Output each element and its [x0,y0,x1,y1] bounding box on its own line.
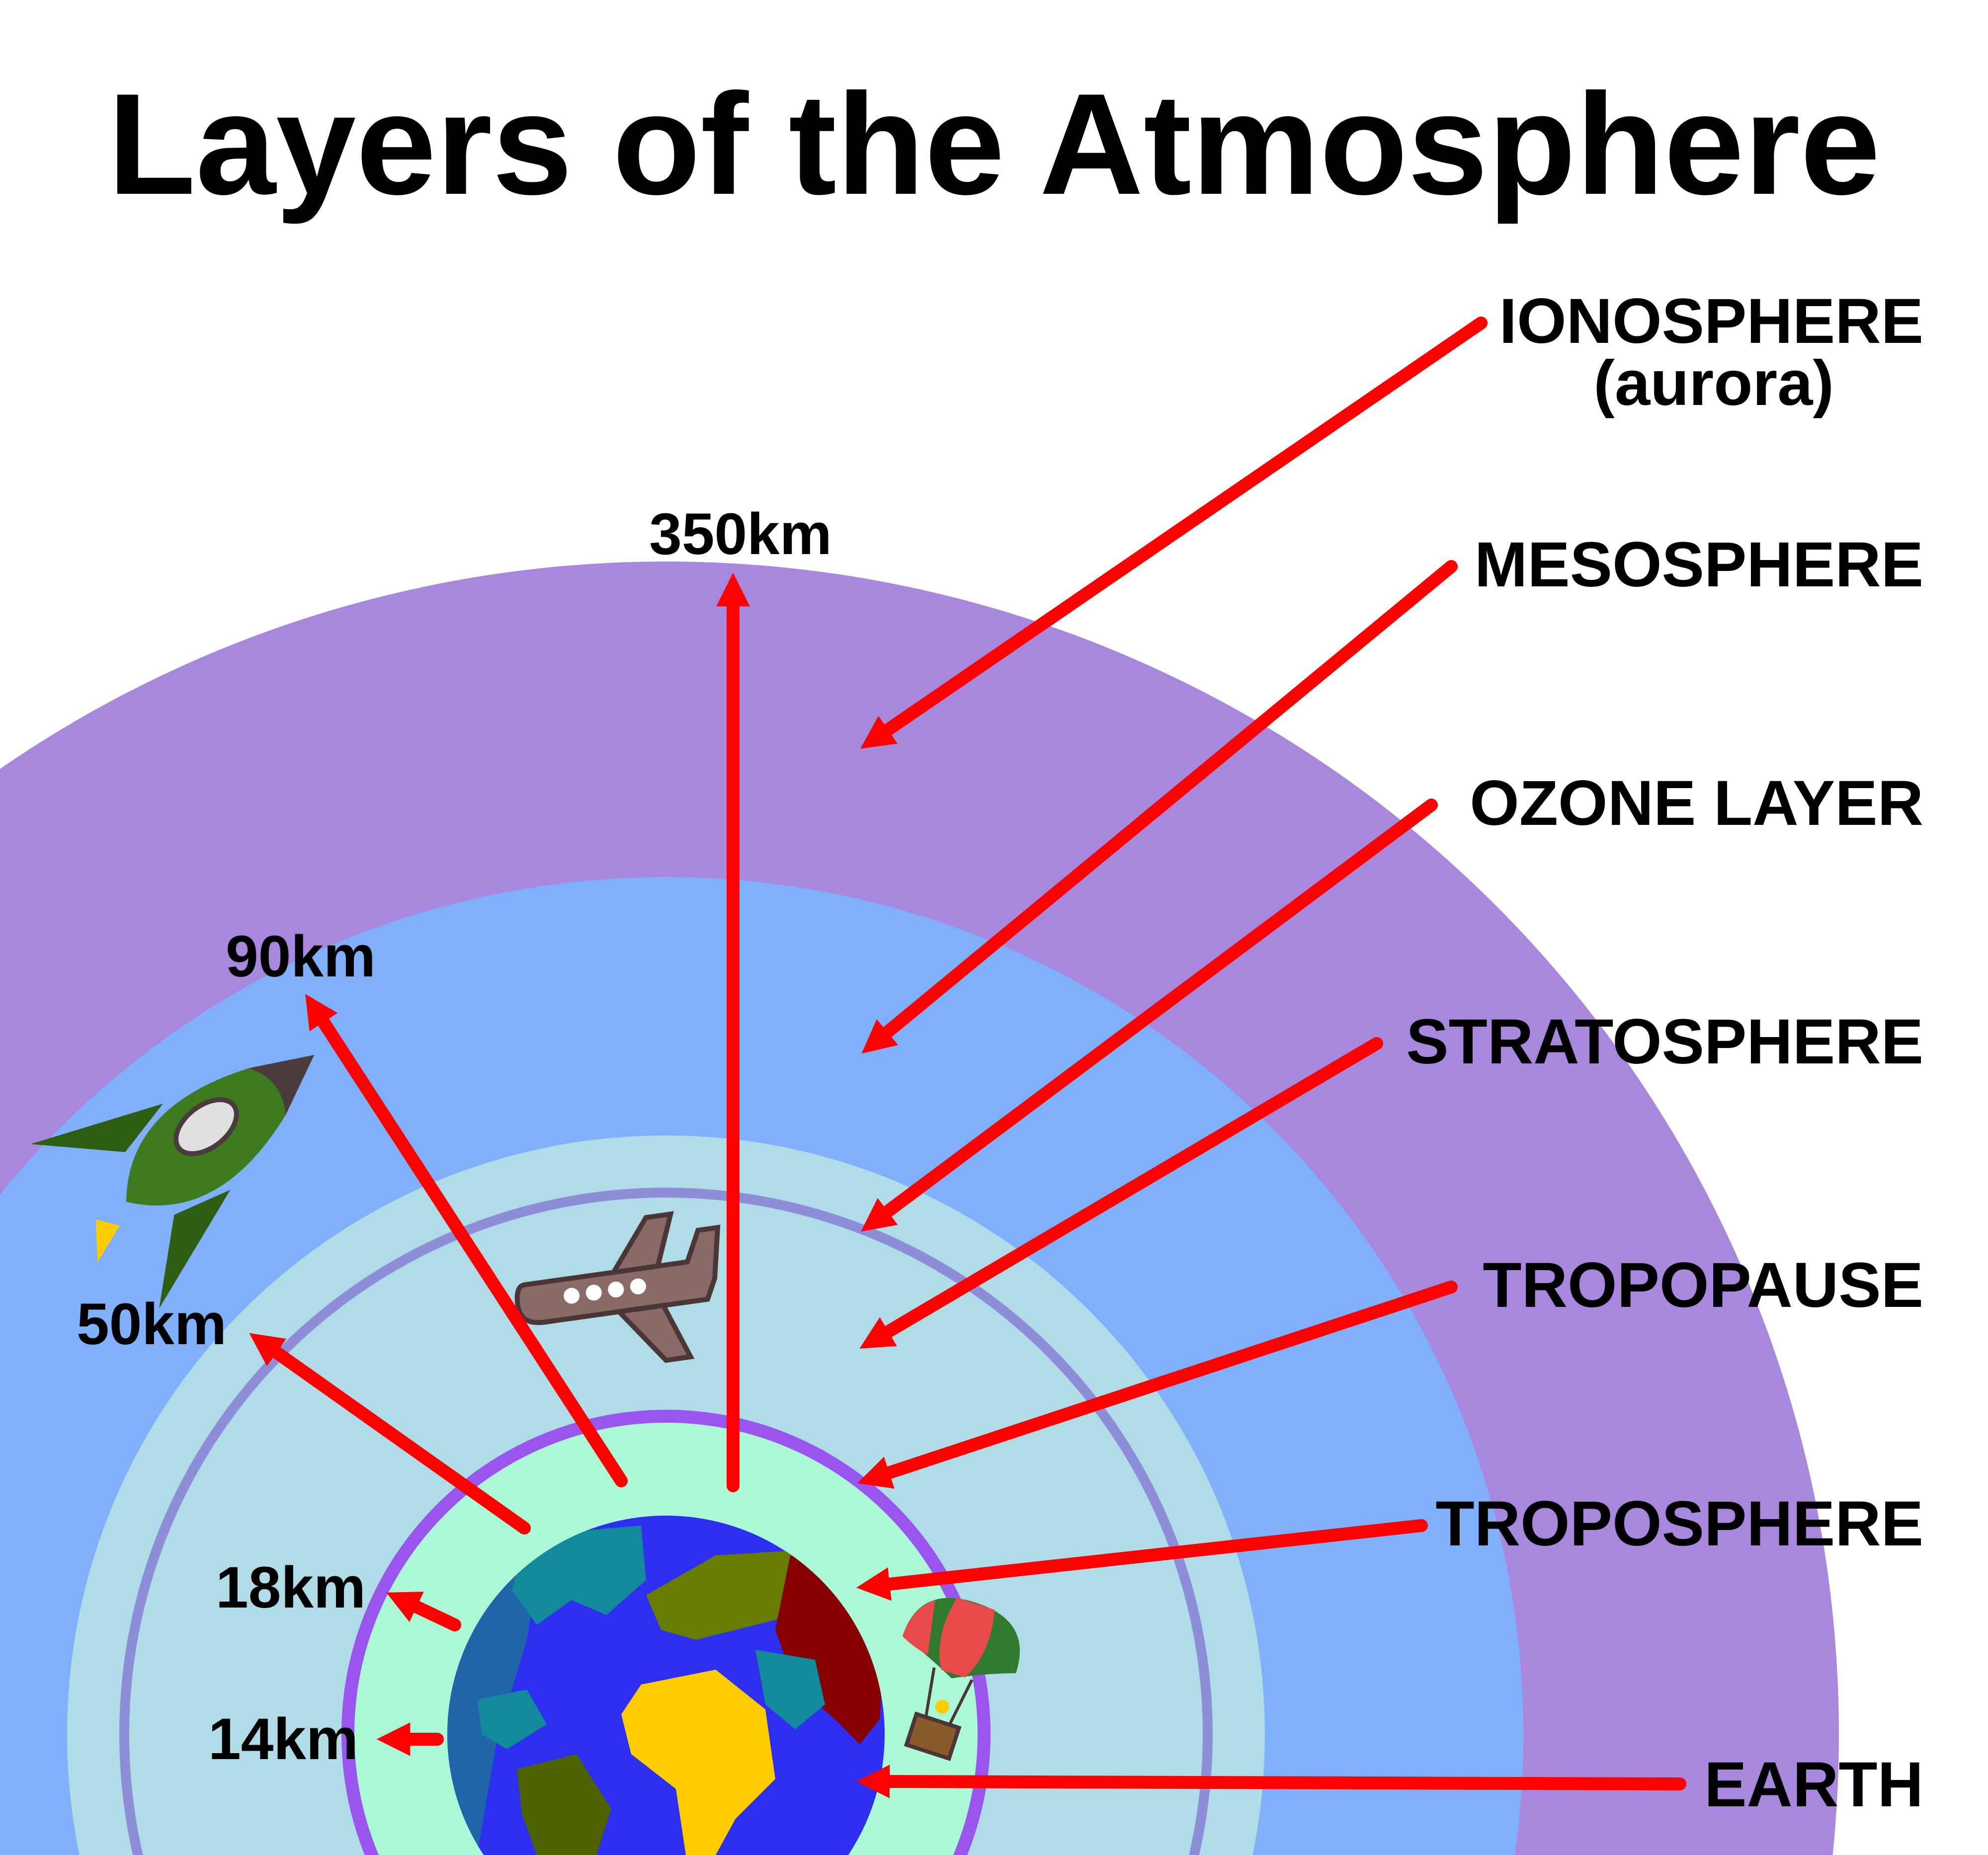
altitude-50km-label: 50km [77,1291,227,1357]
diagram-title: Layers of the Atmosphere [108,64,1881,225]
ozone-layer-arrow [861,799,1438,1232]
mesosphere-label: MESOSPHERE [1475,529,1923,600]
hot-air-balloon-icon [902,1597,1020,1761]
altitude-90km-arrow [305,994,628,1487]
altitude-14km-label: 14km [208,1706,358,1772]
earth-globe-icon [447,1516,885,1855]
troposphere-arrow [856,1519,1428,1601]
tropopause-label: TROPOPAUSE [1483,1250,1923,1321]
mesosphere-arrow [861,560,1458,1054]
altitude-350km-label: 350km [649,501,831,567]
layer-labels: IONOSPHERE (aurora) MESOSPHERE OZONE LAY… [1406,286,1923,1820]
airplane-icon [514,1211,721,1363]
ionosphere-arrow [860,317,1488,749]
atmosphere-layers [0,562,1839,1855]
altitude-50km-arrow [249,1333,531,1534]
tropopause-arrow [857,1281,1458,1489]
altitude-18km-label: 18km [216,1555,366,1620]
rocket-icon [30,1054,315,1309]
stratosphere-label: STRATOSPHERE [1406,1006,1923,1077]
earth-label: EARTH [1704,1749,1923,1820]
altitude-arrows [249,572,750,1756]
ozone-layer-label: OZONE LAYER [1470,768,1923,839]
ionosphere-label: IONOSPHERE [1499,286,1924,357]
stratosphere-arrow [859,1037,1383,1349]
layer-pointer-arrows [856,317,1686,1798]
ozone-layer-ring [119,1188,1213,1855]
ionosphere-sublabel: (aurora) [1593,348,1834,419]
altitude-labels: 350km 90km 50km 18km 14km [77,501,832,1772]
earth-arrow [856,1765,1686,1798]
altitude-90km-label: 90km [226,924,376,989]
altitude-18km-arrow [386,1592,461,1631]
troposphere-label: TROPOSPHERE [1436,1488,1924,1559]
